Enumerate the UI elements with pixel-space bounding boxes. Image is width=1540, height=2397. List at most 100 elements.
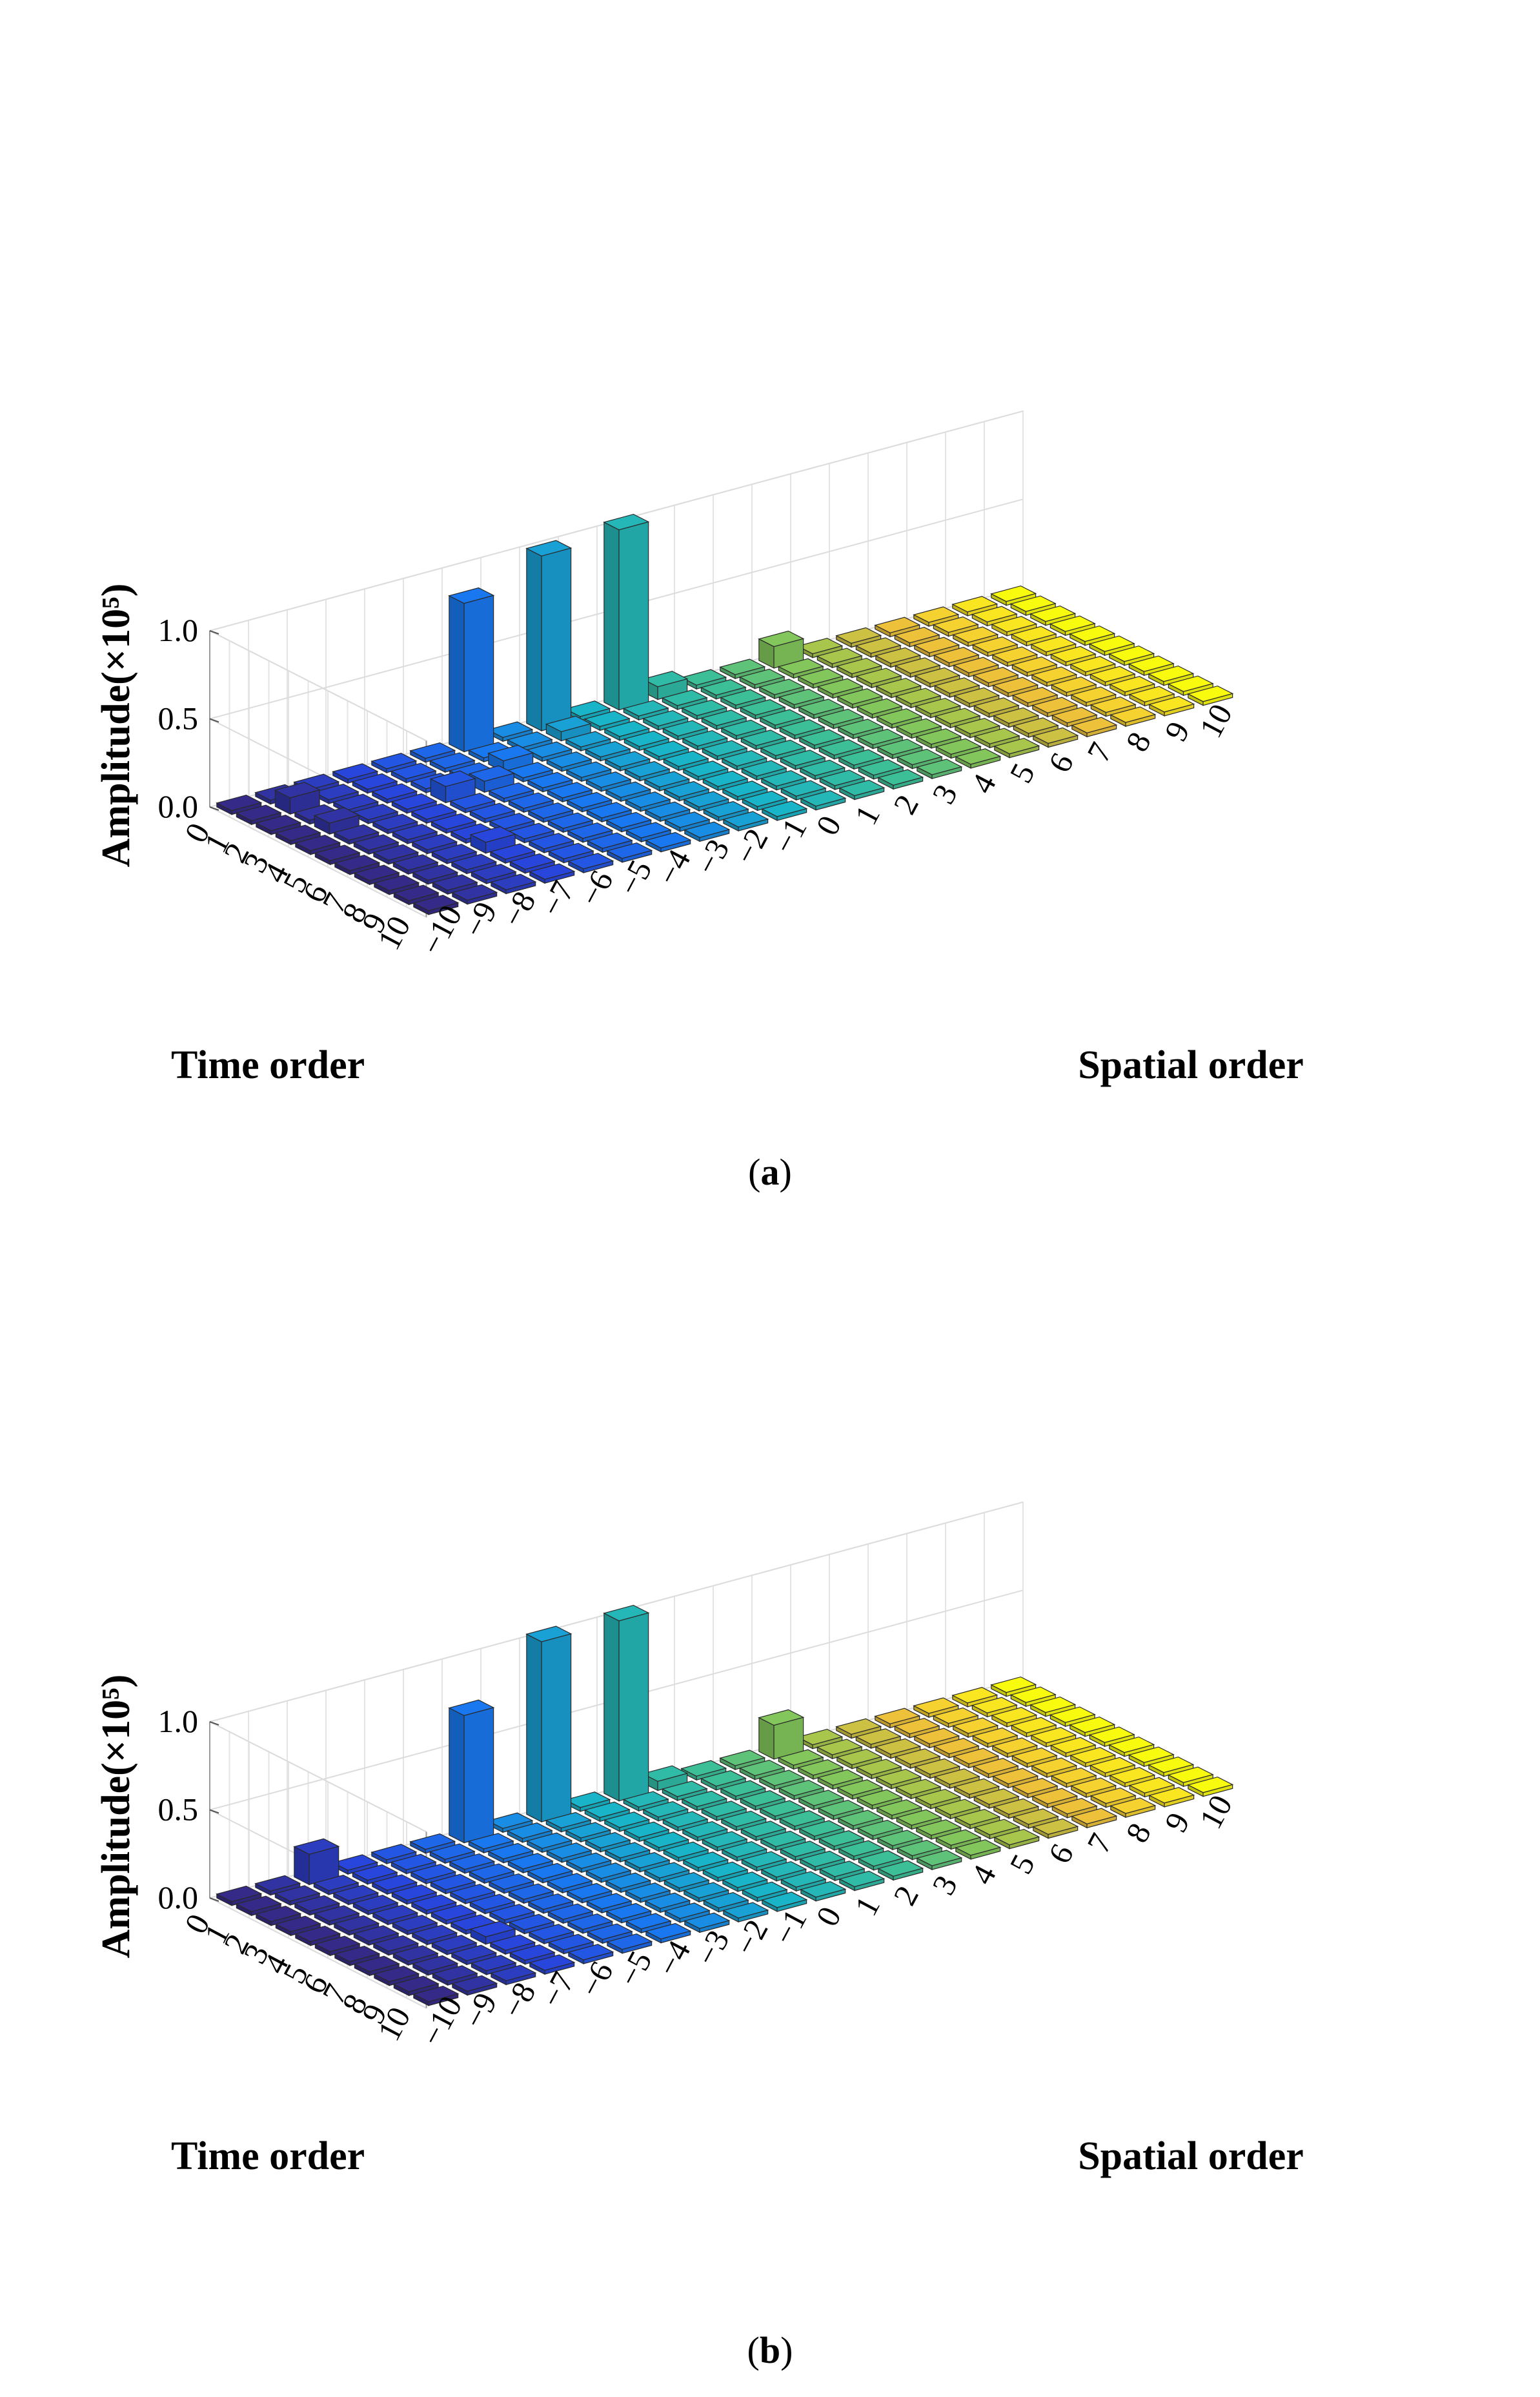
caption-letter: a xyxy=(761,1151,780,1193)
bar-face-top xyxy=(855,1728,902,1745)
bar-face-top xyxy=(564,1791,611,1808)
bar-face-top xyxy=(682,760,729,777)
bar-t7-s5 xyxy=(934,708,981,729)
bar-t3-s-10 xyxy=(274,824,321,846)
bar-face-top xyxy=(527,1893,574,1910)
bar-face-top xyxy=(952,626,999,643)
bar-face-top xyxy=(992,1768,1039,1784)
bar-t6-s-9 xyxy=(372,1935,420,1956)
bar-face-top xyxy=(954,1808,1001,1826)
bar-t3-s-2 xyxy=(584,740,631,762)
y-tick-label: 8 xyxy=(1119,1817,1158,1848)
bar-face-top xyxy=(971,1697,1018,1714)
bar-face-top xyxy=(645,1923,692,1940)
bar-face-top xyxy=(1012,1808,1059,1825)
bar-face-top xyxy=(332,793,380,810)
bar-t7-s-10 xyxy=(353,1955,400,1977)
bar-face-top xyxy=(1032,1818,1079,1835)
bar-face-top xyxy=(642,671,689,688)
bar-face-top xyxy=(973,697,1020,714)
bar-t6-s10 xyxy=(1108,1736,1155,1757)
bar-t7-s9 xyxy=(1089,1757,1136,1778)
y-tick-label: 3 xyxy=(925,779,964,810)
bar-t8-s6 xyxy=(993,1798,1040,1819)
bar-t8-s2 xyxy=(838,749,885,770)
bar-t10-s3 xyxy=(916,759,963,780)
bar-t4-s7 xyxy=(953,657,1000,678)
bar-face-top xyxy=(586,832,633,849)
bar-face-top xyxy=(877,1860,924,1877)
bar-t10-s5 xyxy=(993,737,1040,759)
bar-face-top xyxy=(682,729,729,747)
y-tick-label: −6 xyxy=(572,1955,620,2003)
bar-face-top xyxy=(933,677,980,694)
bar-face-top xyxy=(955,748,1002,765)
bar-t8-s10 xyxy=(1148,1756,1195,1777)
bar-t8-s-1 xyxy=(722,1872,769,1892)
bar-face-top xyxy=(469,826,516,843)
bar-face-top xyxy=(1009,1686,1057,1703)
bar-face-front xyxy=(463,1707,494,1844)
bar-face-top xyxy=(719,1749,766,1766)
bar-t4-s-3 xyxy=(565,1852,613,1873)
bar-face-top xyxy=(662,1841,709,1859)
bar-t7-s-3 xyxy=(624,1882,671,1903)
bar-t8-s-2 xyxy=(683,791,730,812)
bar-face-top xyxy=(913,606,960,623)
bar-face-top xyxy=(701,1831,748,1848)
bar-t5-s10 xyxy=(1088,1726,1135,1748)
bar-face-top xyxy=(313,807,360,824)
bar-t6-s4 xyxy=(876,1799,923,1820)
bar-t9-s-7 xyxy=(509,1944,556,1965)
y-tick-label: 7 xyxy=(1080,1828,1119,1859)
bar-face-side xyxy=(603,521,620,711)
y-tick-label: −8 xyxy=(494,1976,542,2023)
bar-t8-s10 xyxy=(1148,665,1195,686)
bar-t7-s7 xyxy=(1011,687,1059,708)
bar-face-top xyxy=(760,1861,807,1878)
bar-t9-s9 xyxy=(1128,1777,1175,1798)
bar-face-top xyxy=(935,1829,982,1846)
bar-t10-s4 xyxy=(955,748,1002,769)
bar-face-top xyxy=(876,1799,923,1816)
bar-face-top xyxy=(470,1955,517,1972)
bar-t4-s10 xyxy=(1069,625,1116,646)
bar-face-top xyxy=(895,1809,942,1826)
bar-t8-s-8 xyxy=(451,853,498,875)
bar-t7-s3 xyxy=(856,1819,904,1841)
bar-face-top xyxy=(373,874,420,892)
bar-face-top xyxy=(429,770,476,787)
bar-face-top xyxy=(333,1915,380,1932)
bar-t4-s-5 xyxy=(488,1873,535,1894)
bar-face-top xyxy=(971,606,1018,623)
bar-face-top xyxy=(838,1870,886,1888)
caption-paren-open: ( xyxy=(748,1151,760,1193)
bar-face-top xyxy=(1031,1788,1079,1804)
bar-t9-s-2 xyxy=(702,1892,749,1913)
bar-t5-s0 xyxy=(701,1831,748,1852)
bar-t3-s-1 xyxy=(623,730,670,751)
bar-t6-s-4 xyxy=(566,791,613,813)
bars xyxy=(216,513,1234,915)
bar-t1-s-6 xyxy=(390,1853,437,1875)
bar-face-top xyxy=(874,617,921,633)
bar-face-top xyxy=(470,864,517,881)
bar-face-top xyxy=(584,740,631,758)
bar-t8-s-9 xyxy=(412,1955,459,1976)
bar-t4-s3 xyxy=(798,1790,845,1811)
bar-face-top xyxy=(508,822,555,840)
bar-face-top xyxy=(683,791,730,808)
bar-t8-s-7 xyxy=(489,843,536,864)
bar-face-top xyxy=(876,1830,924,1846)
bar-t4-s2 xyxy=(759,709,806,730)
bar-t8-s9 xyxy=(1109,1767,1156,1788)
bar-t3-s9 xyxy=(1010,1717,1057,1738)
bar-face-top xyxy=(1088,635,1135,652)
bar-face-top xyxy=(487,1812,534,1829)
bar-face-top xyxy=(913,1697,960,1714)
bar-t10-s7 xyxy=(1071,1808,1118,1829)
bar-face-top xyxy=(372,813,419,830)
bar-t10-s-8 xyxy=(490,873,537,895)
bar-t3-s8 xyxy=(971,1727,1018,1748)
bar-t3-s10 xyxy=(1049,1706,1096,1728)
